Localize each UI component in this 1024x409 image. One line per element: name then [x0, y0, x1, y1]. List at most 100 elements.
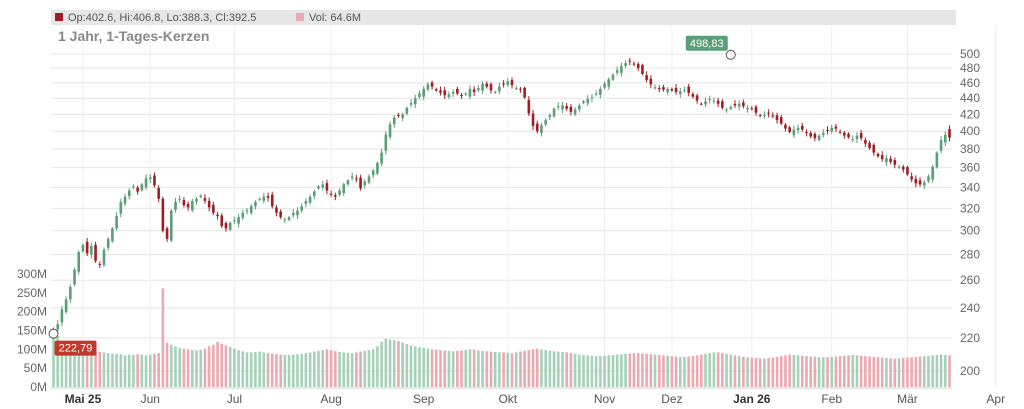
candle-body: [540, 125, 543, 134]
candle-body: [397, 115, 400, 117]
volume-bar: [359, 351, 362, 387]
candle-body: [906, 167, 909, 175]
candle-body: [535, 123, 539, 132]
candle-body: [489, 84, 493, 91]
candle-body: [350, 176, 354, 178]
candle-body: [443, 90, 447, 96]
volume-tick-label: 250M: [17, 286, 47, 300]
volume-bar: [708, 353, 712, 387]
candle-body: [880, 155, 884, 160]
volume-bar: [447, 350, 451, 387]
plot-area: [51, 10, 956, 388]
volume-bar: [169, 344, 173, 387]
low-callout-label: 222,79: [59, 343, 93, 355]
volume-bar: [56, 336, 60, 387]
candle-body: [876, 153, 880, 157]
volume-bar: [228, 347, 232, 387]
volume-bar: [556, 351, 560, 387]
candle-body: [868, 142, 871, 149]
candle-body: [472, 89, 476, 92]
volume-bar: [283, 354, 287, 387]
month-label: Mai 25: [65, 392, 102, 406]
month-label: Aug: [320, 392, 341, 406]
volume-bar: [615, 354, 619, 387]
volume-bar: [153, 353, 156, 387]
volume-bar: [481, 350, 484, 387]
candle-body: [430, 82, 434, 87]
candle-body: [712, 100, 716, 102]
candle-body: [821, 132, 825, 135]
candle-body: [569, 106, 573, 112]
volume-bar: [906, 357, 909, 387]
candle-body: [279, 211, 282, 218]
volume-bar: [468, 349, 472, 387]
volume-bar: [540, 349, 543, 387]
candle-body: [300, 206, 303, 211]
volume-bar: [397, 341, 400, 387]
candle-body: [262, 196, 266, 201]
candle-body: [174, 201, 177, 210]
volume-bar: [182, 348, 186, 387]
volume-bar: [788, 354, 791, 387]
candle-body: [742, 102, 745, 107]
legend-ohlc-label: Op:402.6, Hi:406.8, Lo:388.3, Cl:392.5: [68, 12, 256, 24]
volume-bar: [350, 353, 354, 387]
volume-bar: [636, 353, 640, 387]
candle-body: [220, 215, 224, 227]
candle-body: [666, 88, 669, 93]
candle-body: [813, 133, 817, 139]
candle-body: [607, 79, 611, 87]
candle-body: [464, 93, 468, 95]
candle-body: [207, 200, 211, 208]
candle-body: [321, 184, 325, 188]
volume-bar: [287, 354, 291, 387]
volume-bar: [889, 358, 892, 387]
volume-bar: [754, 357, 758, 387]
volume-bar: [531, 349, 535, 387]
volume-tick-label: 150M: [17, 324, 47, 338]
volume-bar: [721, 353, 724, 387]
candle-body: [519, 88, 522, 90]
month-label: Jan 26: [733, 392, 771, 406]
volume-bar: [498, 352, 501, 387]
volume-bar: [834, 356, 838, 387]
volume-bar: [830, 356, 834, 387]
candle-body: [346, 180, 350, 185]
candle-body: [826, 129, 829, 131]
volume-bar: [796, 355, 800, 387]
candle-body: [447, 94, 451, 97]
volume-bar: [561, 351, 564, 387]
candle-body: [636, 63, 640, 69]
volume-tick-label: 0M: [30, 380, 47, 394]
candle-body: [90, 246, 93, 255]
candle-body: [401, 114, 404, 118]
volume-bar: [800, 355, 804, 387]
volume-bar: [586, 355, 590, 387]
volume-bar: [199, 349, 203, 387]
volume-bar: [792, 354, 796, 387]
volume-bar: [64, 342, 68, 387]
volume-bar: [296, 354, 299, 387]
candle-body: [800, 125, 804, 130]
volume-bar: [237, 350, 240, 387]
volume-bar: [220, 344, 224, 387]
volume-bar: [582, 354, 585, 387]
volume-bar: [645, 353, 648, 387]
candle-body: [708, 99, 712, 101]
volume-bar: [624, 353, 627, 387]
volume-bar: [821, 357, 825, 387]
volume-bar: [805, 356, 808, 387]
low-callout: 222,79: [48, 328, 97, 356]
candle-body: [729, 106, 733, 109]
candle-body: [918, 180, 922, 185]
volume-bar: [742, 356, 745, 387]
volume-bar: [321, 350, 325, 387]
volume-bar: [195, 350, 198, 387]
volume-bar: [460, 350, 463, 387]
price-tick-label: 220: [960, 331, 980, 345]
volume-bar: [392, 340, 396, 387]
candle-body: [796, 127, 800, 131]
volume-bar: [712, 352, 716, 387]
volume-bar: [300, 353, 303, 387]
candle-body: [763, 115, 766, 117]
